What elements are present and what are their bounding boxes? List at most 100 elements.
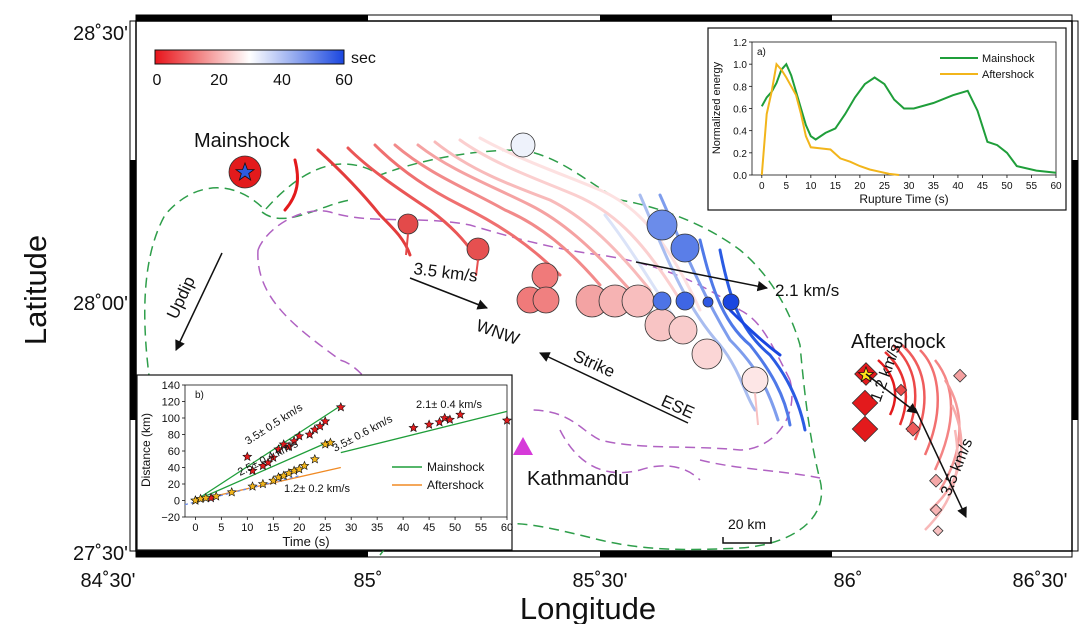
- y-tick-label: 0.4: [733, 127, 747, 138]
- x-tick-label: 55: [1026, 181, 1038, 192]
- arrows: [175, 252, 967, 518]
- x-tick-label: 0: [759, 181, 765, 192]
- fit-line: [195, 440, 331, 502]
- x-tick-label: 84˚30': [81, 570, 136, 592]
- slip-contours: [144, 149, 823, 556]
- svg-text:0: 0: [153, 72, 162, 89]
- x-tick-label: 45: [423, 522, 435, 534]
- mainshock-star-icon: [234, 161, 256, 181]
- y-tick-label: 0.8: [733, 82, 747, 93]
- data-point-mainshock: [268, 452, 279, 462]
- x-tick-label: 10: [241, 522, 253, 534]
- svg-text:20: 20: [210, 72, 228, 89]
- frame-ticks: [129, 14, 1079, 558]
- svg-text:sec: sec: [351, 50, 376, 67]
- y-tick-label: 40: [168, 463, 180, 475]
- x-tick-label: 5: [784, 181, 790, 192]
- svg-text:20 km: 20 km: [728, 516, 766, 532]
- data-point-mainshock: [273, 444, 284, 454]
- data-point-mainshock: [439, 412, 450, 423]
- x-tick-label: 60: [1050, 181, 1062, 192]
- svg-text:40: 40: [273, 72, 291, 89]
- y-tick-label: 1.0: [733, 60, 747, 71]
- x-tick-label: 35: [371, 522, 383, 534]
- mainshock-label: Mainshock: [194, 130, 291, 152]
- y-tick-label: 27˚30': [73, 543, 128, 565]
- x-tick-label: 86˚: [834, 570, 863, 592]
- x-tick-label: 15: [267, 522, 279, 534]
- inset-a-panel-label: a): [757, 47, 766, 58]
- aftershock-fronts: [877, 344, 963, 531]
- x-axis-label: Longitude: [520, 591, 656, 624]
- inset-a-x-ticks: 0 5 10 15 20 25 30 35 40 45 50 55 60: [759, 175, 1062, 192]
- x-tick-label: 60: [501, 522, 513, 534]
- data-point-aftershock: [226, 487, 237, 497]
- inset-a-legend: Mainshock Aftershock: [940, 53, 1035, 81]
- series-line-mainshock: [760, 62, 1057, 174]
- y-tick-label: 120: [162, 397, 180, 409]
- x-tick-label: 0: [192, 522, 198, 534]
- data-point-aftershock: [200, 492, 211, 503]
- inset-a: a) 0 5 10 15 20 25 30 35 40 45 50 55 60 0.0 0.2 0.4 0.6…: [707, 27, 1067, 211]
- fit-line: [195, 405, 342, 502]
- kathmandu-label: Kathmandu: [527, 468, 629, 490]
- inset-a-y-ticks: 0.0 0.2 0.4 0.6 0.8 1.0 1.2: [733, 38, 752, 182]
- y-tick-label: 0.2: [733, 149, 747, 160]
- series-line-aftershock: [760, 61, 900, 176]
- x-tick-label: 20: [293, 522, 305, 534]
- inset-b-ylabel: Distance (km): [139, 413, 153, 487]
- svg-text:Mainshock: Mainshock: [427, 460, 485, 474]
- x-tick-label: 50: [1001, 181, 1013, 192]
- data-point-aftershock: [325, 437, 336, 448]
- y-tick-label: 60: [168, 446, 180, 458]
- data-point-mainshock: [501, 415, 513, 425]
- svg-text:Mainshock: Mainshock: [982, 53, 1035, 65]
- data-point-mainshock: [263, 457, 274, 467]
- data-point-mainshock: [424, 419, 435, 429]
- y-tick-label: 0: [174, 496, 180, 508]
- x-tick-label: 85˚30': [573, 570, 628, 592]
- y-tick-label: 0.0: [733, 171, 747, 182]
- data-point-aftershock: [211, 491, 222, 501]
- x-tick-label: 86˚30': [1013, 570, 1068, 592]
- aftershock-diamonds: [851, 362, 967, 537]
- inset-b-xlabel: Time (s): [282, 534, 329, 549]
- x-tick-label: 40: [952, 181, 964, 192]
- y-tick-label: 28˚00': [73, 293, 128, 315]
- scale-bar: 20 km: [722, 516, 772, 544]
- svg-text:Aftershock: Aftershock: [982, 69, 1034, 81]
- x-tick-label: 10: [805, 181, 817, 192]
- x-tick-label: 25: [879, 181, 891, 192]
- x-tick-label: 40: [397, 522, 409, 534]
- data-point-mainshock: [444, 414, 455, 424]
- inset-b-panel-label: b): [195, 390, 204, 401]
- inset-b: b) 0 5 10 15 20 25 30 35 40 45 50 55 60 −20 0 20 40 60 80…: [136, 374, 513, 551]
- data-point-mainshock: [278, 439, 289, 449]
- subevent-tails: [405, 233, 759, 426]
- rupture-fronts: [283, 136, 807, 432]
- data-point-mainshock: [247, 465, 258, 476]
- x-tick-label: 15: [830, 181, 842, 192]
- svg-text:Aftershock: Aftershock: [427, 478, 485, 492]
- y-axis-label: Latitude: [18, 235, 53, 345]
- y-tick-label: 80: [168, 430, 180, 442]
- data-point-mainshock: [335, 402, 346, 412]
- data-point-mainshock: [294, 430, 305, 441]
- y-tick-label: −20: [161, 512, 180, 524]
- y-tick-label: 20: [168, 479, 180, 491]
- y-tick-label: 100: [162, 413, 180, 425]
- inset-a-ylabel: Normalized energy: [711, 61, 723, 154]
- fit-label: 2.1± 0.4 km/s: [416, 399, 482, 411]
- x-tick-label: 50: [449, 522, 461, 534]
- y-tick-label: 0.6: [733, 105, 747, 116]
- x-tick-label: 5: [218, 522, 224, 534]
- data-point-aftershock: [299, 460, 310, 471]
- y-tick-label: 28˚30': [73, 23, 128, 45]
- x-tick-label: 30: [903, 181, 915, 192]
- x-tick-label: 25: [319, 522, 331, 534]
- y-tick-label: 140: [162, 380, 180, 392]
- data-point-mainshock: [283, 441, 294, 452]
- inset-b-legend: Mainshock Aftershock: [392, 460, 485, 492]
- inset-a-xlabel: Rupture Time (s): [859, 192, 948, 206]
